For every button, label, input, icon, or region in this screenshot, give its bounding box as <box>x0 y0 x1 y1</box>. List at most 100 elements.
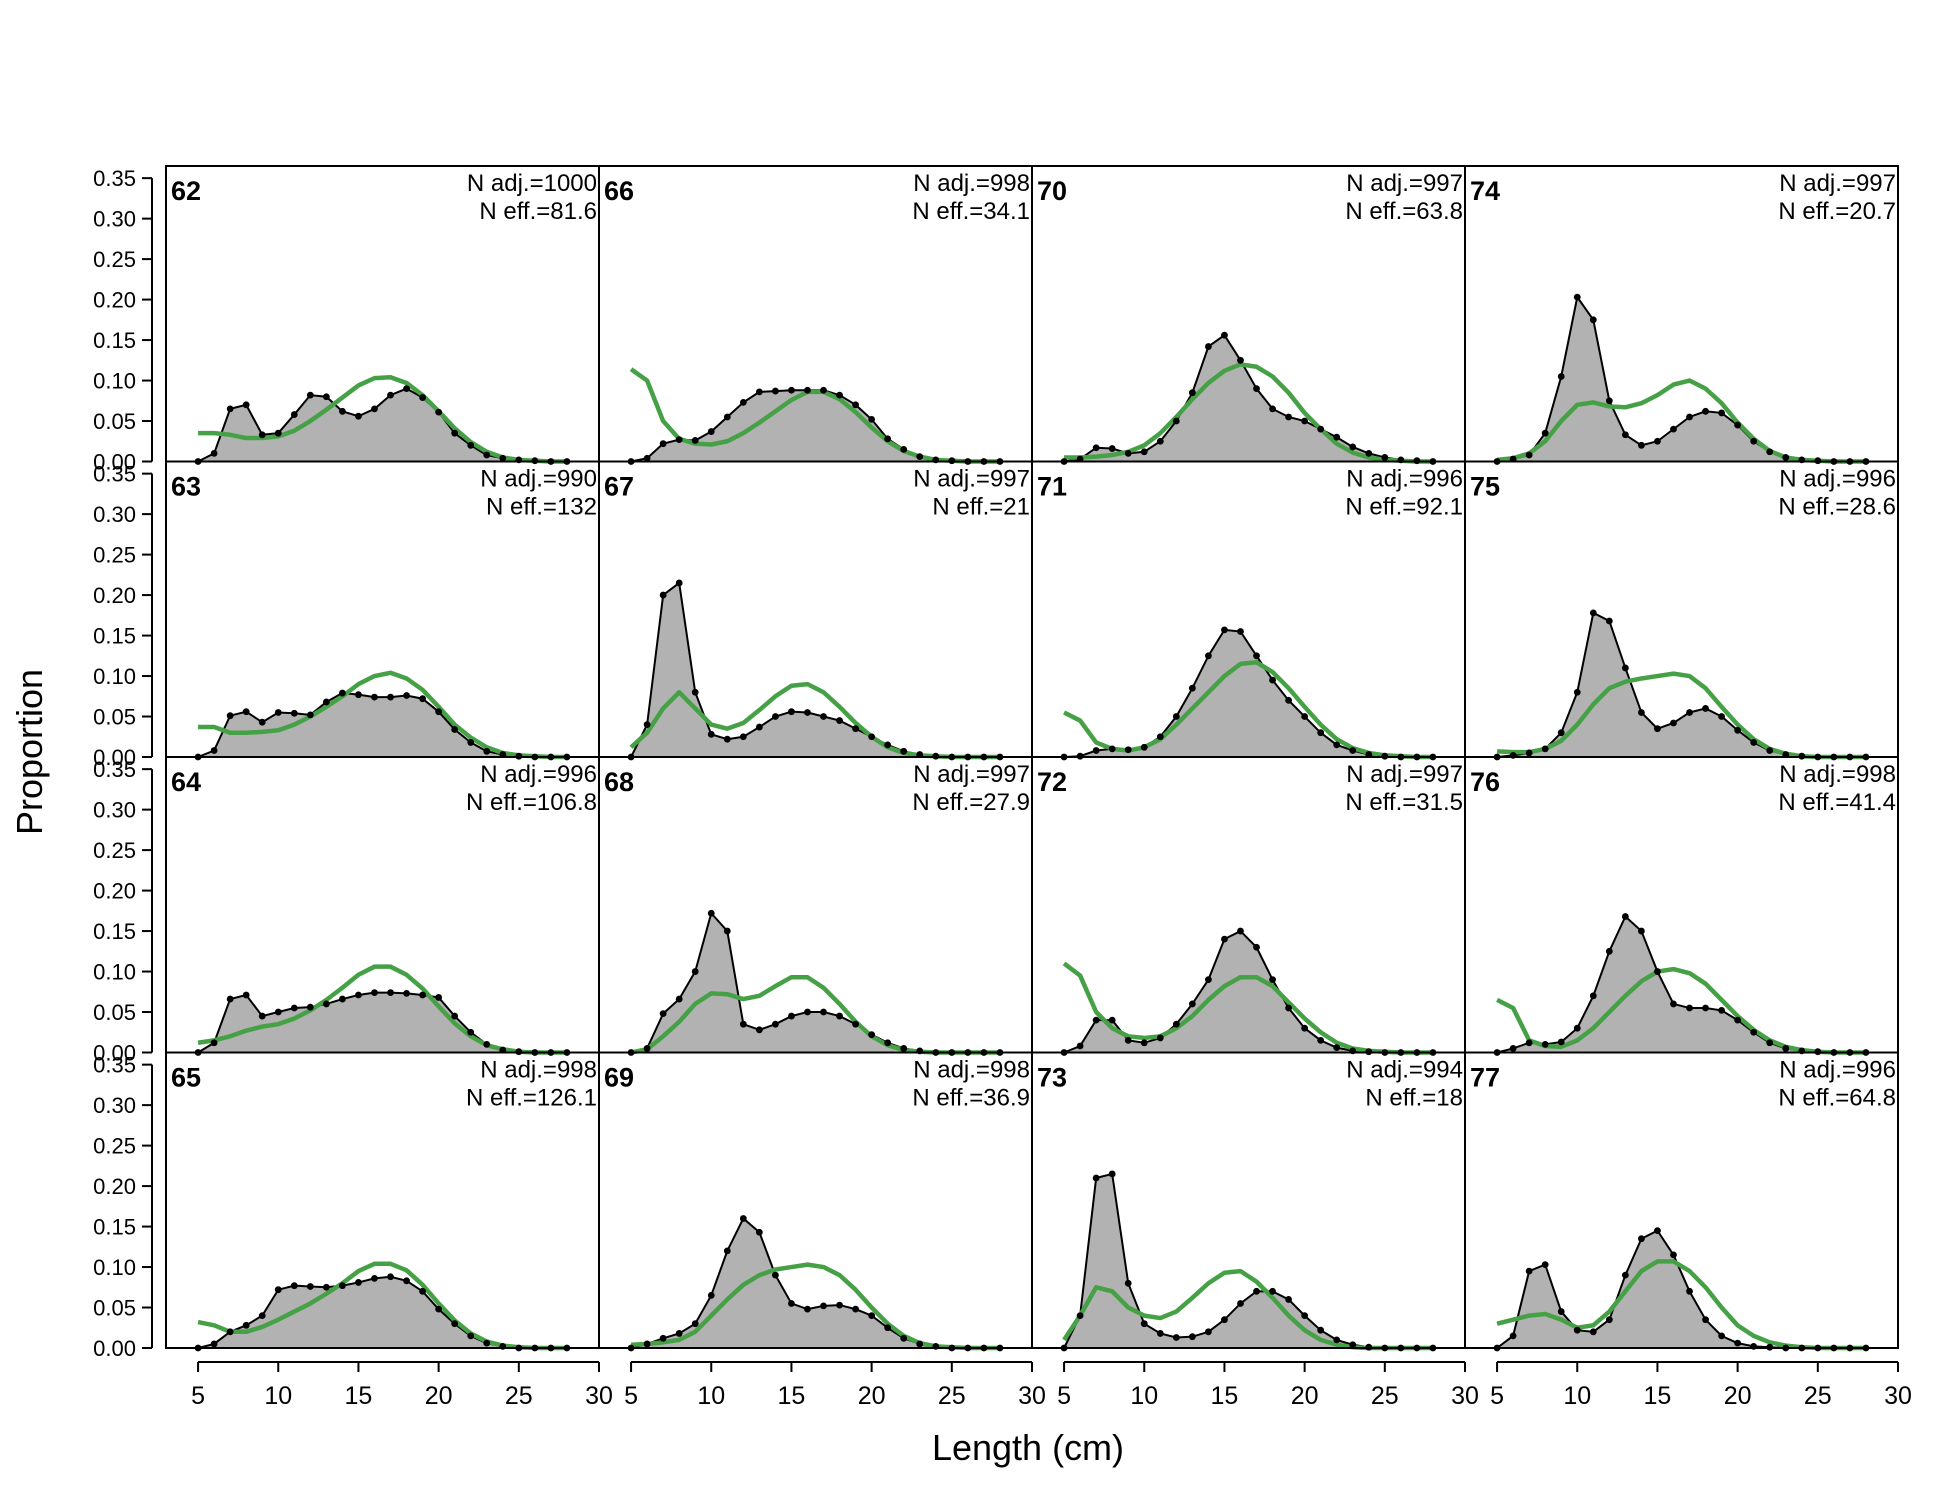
observed-point <box>210 1340 218 1348</box>
observed-area <box>198 1276 567 1348</box>
observed-point <box>1205 343 1212 350</box>
observed-point <box>1108 445 1116 452</box>
observed-point <box>1766 448 1774 456</box>
observed-point <box>739 733 747 741</box>
n-adj-annotation: N adj.=998 <box>480 1057 597 1084</box>
n-adj-annotation: N adj.=996 <box>1779 1057 1896 1084</box>
axes-layer: 0.000.050.100.150.200.250.300.350.000.05… <box>93 166 1912 1410</box>
y-tick-label: 0.10 <box>93 664 136 689</box>
observed-point <box>339 1282 346 1290</box>
observed-point <box>451 429 459 437</box>
observed-point <box>1124 746 1132 754</box>
observed-point <box>820 1008 827 1016</box>
observed-point <box>1108 1170 1116 1178</box>
y-tick-label: 0.10 <box>93 960 136 985</box>
x-tick-label: 15 <box>778 1382 806 1410</box>
observed-point <box>804 1008 811 1016</box>
observed-point <box>1301 1024 1309 1032</box>
panel-label: 62 <box>171 176 201 206</box>
observed-point <box>884 435 892 443</box>
observed-point <box>1076 1312 1084 1320</box>
observed-point <box>1221 331 1228 339</box>
observed-point <box>707 428 715 435</box>
y-axis-row-2: 0.00 0.05 0.10 0.15 0.20 0.25 0.30 0.35 <box>93 462 153 770</box>
n-eff-annotation: N eff.=92.1 <box>1345 494 1463 521</box>
x-tick-label: 30 <box>585 1382 613 1410</box>
observed-point <box>659 1334 667 1342</box>
observed-point <box>1124 1279 1132 1287</box>
observed-point <box>1750 1028 1758 1036</box>
observed-point <box>355 412 362 420</box>
observed-point <box>675 436 683 444</box>
observed-point <box>1654 437 1661 445</box>
observed-point <box>1205 652 1212 660</box>
observed-point <box>820 1302 827 1310</box>
observed-point <box>1333 741 1341 749</box>
observed-point <box>1718 409 1725 417</box>
x-tick-label: 5 <box>1057 1382 1071 1410</box>
observed-point <box>1188 684 1196 692</box>
observed-point <box>1621 431 1629 439</box>
observed-point <box>1172 1334 1180 1341</box>
x-tick-label: 10 <box>264 1382 292 1410</box>
observed-point <box>723 927 731 935</box>
observed-point <box>1670 1251 1677 1259</box>
observed-point <box>242 991 250 999</box>
n-eff-annotation: N eff.=31.5 <box>1345 789 1463 816</box>
n-adj-annotation: N adj.=998 <box>913 1057 1030 1084</box>
observed-point <box>1686 709 1693 716</box>
x-tick-label: 5 <box>624 1382 638 1410</box>
observed-area <box>1497 1230 1866 1348</box>
observed-point <box>1557 729 1565 737</box>
observed-point <box>1317 1036 1325 1044</box>
observed-point <box>868 416 876 423</box>
observed-point <box>1253 1287 1260 1295</box>
observed-point <box>820 386 827 394</box>
n-eff-annotation: N eff.=106.8 <box>466 789 597 816</box>
observed-point <box>1621 913 1629 920</box>
observed-point <box>1638 441 1645 449</box>
x-axis-col-4: 5 10 15 20 25 30 <box>1490 1361 1912 1410</box>
observed-point <box>755 723 763 731</box>
observed-point <box>1638 1235 1645 1243</box>
observed-point <box>1573 688 1581 696</box>
observed-point <box>210 747 218 754</box>
observed-point <box>1541 745 1549 753</box>
observed-point <box>707 730 715 738</box>
observed-point <box>1734 1016 1742 1024</box>
y-tick-label: 0.20 <box>93 879 136 904</box>
observed-point <box>1589 992 1597 1000</box>
n-eff-annotation: N eff.=64.8 <box>1778 1085 1896 1112</box>
observed-point <box>1605 947 1613 955</box>
observed-point <box>836 1301 843 1309</box>
observed-point <box>1525 1267 1533 1275</box>
observed-point <box>1766 1039 1774 1047</box>
observed-point <box>1750 437 1758 445</box>
observed-point <box>788 1300 795 1307</box>
y-tick-label: 0.30 <box>93 1093 136 1118</box>
observed-point <box>1156 1034 1164 1042</box>
observed-point <box>755 1026 763 1034</box>
observed-point <box>435 408 443 416</box>
observed-point <box>900 1334 908 1342</box>
x-axis-title: Length (cm) <box>932 1427 1124 1468</box>
observed-point <box>1621 1271 1629 1279</box>
observed-point <box>274 1008 282 1016</box>
observed-point <box>852 401 859 409</box>
observed-point <box>371 989 378 996</box>
observed-point <box>403 1277 410 1285</box>
panel-label: 68 <box>604 767 634 797</box>
n-adj-annotation: N adj.=997 <box>913 761 1030 788</box>
observed-point <box>868 1031 876 1039</box>
observed-point <box>355 691 362 699</box>
x-axis-col-1: 5 10 15 20 25 30 <box>191 1361 613 1410</box>
n-adj-annotation: N adj.=996 <box>1346 466 1463 493</box>
y-tick-label: 0.20 <box>93 1174 136 1199</box>
observed-point <box>322 1283 330 1291</box>
observed-point <box>1221 626 1228 634</box>
n-adj-annotation: N adj.=997 <box>1346 761 1463 788</box>
observed-point <box>739 1215 747 1222</box>
